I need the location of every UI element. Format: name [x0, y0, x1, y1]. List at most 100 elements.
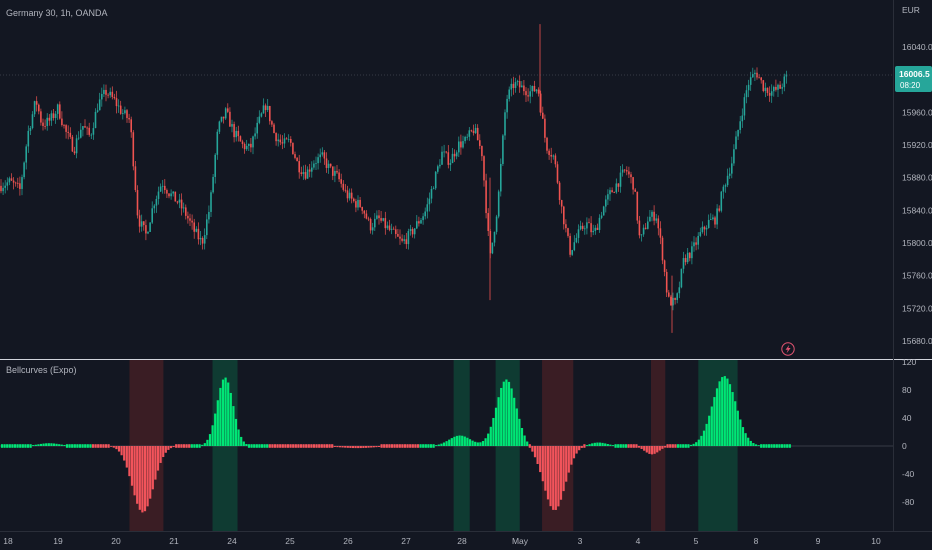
candle-body	[164, 185, 166, 191]
candle-body	[577, 229, 580, 238]
histogram-bar	[99, 444, 102, 448]
candle-body	[157, 191, 160, 199]
candle-body	[378, 215, 380, 219]
price-axis-label: 16040.0	[902, 42, 932, 52]
price-scale[interactable]: EUR 16040.016000.015960.015920.015880.01…	[893, 0, 932, 532]
candle-body	[605, 199, 607, 207]
candle-body	[684, 258, 687, 263]
histogram-bar	[336, 446, 339, 448]
candle-body	[38, 104, 40, 112]
candle-body	[781, 87, 783, 89]
histogram-bar	[684, 444, 687, 448]
histogram-bar	[489, 426, 492, 446]
candle-body	[617, 183, 620, 187]
candle-body	[180, 199, 183, 209]
candle-body	[428, 198, 431, 205]
candle-body	[229, 111, 231, 127]
lightning-icon[interactable]	[781, 342, 795, 356]
histogram-bar	[604, 443, 607, 446]
candle-body	[115, 98, 118, 107]
candle-body	[628, 171, 630, 175]
histogram-bar	[349, 446, 352, 448]
histogram-bar	[247, 444, 251, 448]
candle-body	[672, 297, 674, 306]
histogram-bar	[208, 434, 212, 446]
histogram-bar	[294, 444, 297, 448]
histogram-bar	[385, 444, 388, 448]
histogram-bar	[125, 446, 128, 468]
candle-body	[758, 77, 760, 79]
histogram-bar	[762, 444, 765, 448]
candle-body	[600, 215, 603, 218]
histogram-bar	[390, 444, 394, 448]
histogram-bar	[21, 444, 24, 448]
candle-body	[126, 110, 128, 119]
candle-body	[6, 182, 9, 186]
histogram-bar	[754, 444, 758, 446]
candle-body	[747, 84, 750, 91]
candle-body	[35, 101, 38, 105]
candle-body	[287, 138, 290, 140]
histogram-bar	[221, 379, 225, 446]
histogram-bar	[484, 438, 487, 446]
candle-body	[80, 129, 82, 138]
histogram-bar	[435, 445, 438, 446]
histogram-bar	[760, 444, 763, 448]
histogram-bar	[34, 444, 37, 446]
candle-body	[724, 185, 727, 187]
candle-body	[678, 287, 681, 294]
candle-body	[241, 141, 244, 144]
histogram-bar	[414, 444, 417, 448]
histogram-bar	[169, 446, 173, 449]
histogram-bar	[645, 446, 648, 453]
candle-body	[88, 127, 90, 135]
candle-body	[166, 190, 168, 194]
candle-body	[199, 237, 202, 240]
candle-body	[525, 91, 527, 96]
candle-body	[476, 127, 479, 141]
candle-body	[363, 210, 366, 214]
candle-body	[550, 154, 552, 157]
candle-body	[527, 95, 529, 97]
candle-body	[342, 183, 345, 190]
candle-body	[113, 96, 116, 99]
histogram-bar	[323, 444, 326, 448]
histogram-bar	[346, 446, 349, 448]
candle-body	[466, 136, 468, 138]
indicator-axis-labels: 120 80 40 0 -40 -80	[902, 357, 916, 507]
candle-body	[407, 231, 410, 245]
candlestick-series	[0, 24, 788, 333]
histogram-bar	[190, 444, 193, 448]
candle-body	[203, 235, 206, 244]
histogram-bar	[255, 444, 258, 448]
histogram-bar	[687, 444, 690, 448]
histogram-bar	[416, 444, 420, 448]
candle-body	[470, 130, 473, 132]
candle-body	[659, 228, 662, 238]
histogram-bar	[276, 444, 279, 448]
histogram-bar	[614, 444, 617, 448]
histogram-bar	[422, 444, 425, 448]
candle-body	[298, 161, 300, 173]
candle-body	[155, 198, 158, 206]
histogram-bar	[380, 444, 383, 448]
candle-body	[73, 151, 76, 154]
candle-body	[619, 172, 622, 187]
candle-body	[722, 186, 725, 192]
candle-body	[340, 179, 342, 184]
histogram-bar	[403, 444, 407, 448]
candle-body	[638, 220, 641, 236]
candle-body	[588, 222, 590, 224]
histogram-bar	[234, 418, 238, 446]
histogram-bar	[453, 436, 456, 446]
candle-body	[231, 124, 233, 127]
candle-body	[210, 192, 212, 212]
histogram-bar	[268, 444, 271, 448]
time-axis[interactable]: 18 19 20 21 24 25 26 27 28 May 3 4 5 8 9 10	[0, 531, 932, 547]
candle-body	[531, 85, 534, 92]
indicator-pane[interactable]: Bellcurves (Expo)	[0, 360, 893, 531]
price-pane[interactable]: Germany 30, 1h, OANDA	[0, 8, 893, 356]
candle-body	[544, 118, 546, 138]
candle-body	[695, 242, 697, 245]
